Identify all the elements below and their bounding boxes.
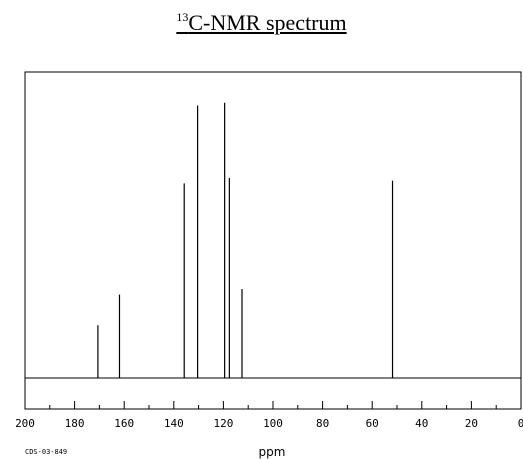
title-main: C-NMR spectrum	[188, 10, 347, 35]
x-tick-label: 20	[465, 417, 478, 430]
x-tick-label: 100	[263, 417, 283, 430]
plot-frame	[24, 71, 522, 410]
x-tick-label: 0	[518, 417, 523, 430]
footer-code: CDS-03-849	[25, 448, 67, 456]
x-tick-label: 80	[316, 417, 329, 430]
x-tick-label: 160	[114, 417, 134, 430]
x-tick-label: 60	[366, 417, 379, 430]
x-axis-label: ppm	[259, 445, 286, 459]
x-tick-label: 180	[65, 417, 85, 430]
x-tick-label: 40	[415, 417, 428, 430]
chart-title: 13C-NMR spectrum	[0, 10, 523, 36]
x-tick-label: 120	[213, 417, 233, 430]
peaks-group	[97, 102, 394, 378]
title-superscript: 13	[176, 10, 189, 24]
x-tick-label: 140	[164, 417, 184, 430]
x-tick-label: 200	[15, 417, 35, 430]
x-axis-ticks: 200 180 160 140 120 100 80 60 40 20 0	[15, 401, 523, 430]
